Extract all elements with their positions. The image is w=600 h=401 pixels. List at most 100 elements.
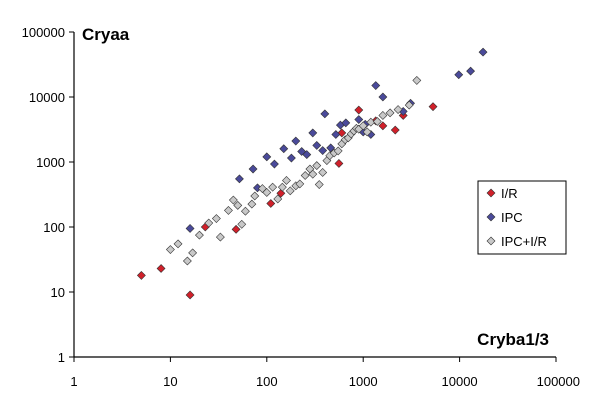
data-point [466,66,476,76]
data-point [291,136,301,146]
data-point [393,105,403,115]
data-point [276,188,286,198]
data-point [240,206,250,216]
data-point [273,194,283,204]
legend-marker [486,212,496,222]
series-ipc-i-r [165,75,422,266]
legend-label: I/R [501,186,518,201]
x-tick-label: 100 [256,374,278,389]
data-point [215,232,225,242]
legend: I/R IPC IPC+I/R [477,180,567,255]
data-points [136,47,488,300]
data-point [334,159,344,168]
legend-label: IPC [501,210,523,225]
data-point [320,109,330,119]
data-point [378,111,388,120]
data-point [279,144,289,154]
data-point [250,191,260,201]
x-ticks: 1 10 100 1000 10000 100000 [70,357,580,389]
data-point [331,130,341,139]
x-tick-label: 10 [163,374,177,389]
data-point [194,230,204,240]
legend-items: I/R IPC IPC+I/R [486,186,547,249]
data-point [362,127,372,137]
data-point [312,161,322,171]
data-point [266,199,276,208]
data-point [378,121,388,131]
data-point [247,199,257,209]
data-point [390,125,400,135]
data-point [295,179,305,189]
y-ticks: 1 10 100 1000 10000 100000 [22,25,74,365]
x-tick-label: 1000 [349,374,378,389]
data-point [282,176,291,185]
series-ipc [185,47,488,233]
x-axis-title: Cryba1/3 [477,330,549,349]
data-point [354,105,364,115]
data-point [366,117,376,127]
y-tick-label: 1000 [36,155,65,170]
x-tick-label: 100000 [537,374,580,389]
data-point [372,117,382,126]
data-point [337,128,347,138]
data-point [404,100,414,110]
data-point [248,164,258,174]
data-point [185,224,195,233]
data-point [308,128,318,138]
data-point [188,248,198,258]
legend-label: IPC+I/R [501,234,547,249]
data-point [224,205,233,215]
data-point [354,115,364,124]
data-point [211,214,221,223]
data-point [285,186,295,196]
data-point [136,270,146,280]
data-point [312,140,322,150]
x-tick-label: 10000 [442,374,478,389]
data-point [326,143,336,153]
data-point [165,245,175,254]
data-point [300,171,310,180]
data-point [302,150,312,160]
data-point [185,290,195,300]
data-point [286,153,296,163]
data-point [308,169,318,179]
data-point [182,256,192,266]
data-point [156,264,166,273]
data-point [318,146,328,155]
data-point [233,200,243,210]
data-point [385,108,395,118]
data-point [234,174,244,184]
data-point [412,75,422,85]
data-point [428,102,438,112]
data-point [333,146,343,156]
y-tick-label: 1 [58,350,65,365]
data-point [277,182,287,192]
y-tick-label: 100 [43,220,65,235]
data-point [341,118,351,128]
data-point [478,47,488,57]
data-point [270,159,279,169]
x-tick-label: 1 [70,374,77,389]
y-tick-label: 10 [51,285,65,300]
y-tick-label: 100000 [22,25,65,40]
data-point [314,180,324,189]
series-i-r [136,102,438,300]
legend-marker [486,236,496,246]
data-point [318,168,328,177]
y-tick-label: 10000 [29,90,65,105]
data-point [237,219,247,229]
data-point [173,239,183,249]
data-point [228,195,238,205]
data-point [262,188,272,197]
axes: 1 10 100 1000 10000 100000 1 10 100 1000 10000 100… [22,25,580,389]
y-axis-title: Cryaa [82,25,130,44]
data-point [378,92,388,102]
data-point [262,152,272,162]
data-point [231,224,241,234]
legend-marker [486,188,496,198]
data-point [204,218,214,228]
data-point [268,182,278,192]
data-point [358,121,368,131]
data-point [371,81,381,90]
